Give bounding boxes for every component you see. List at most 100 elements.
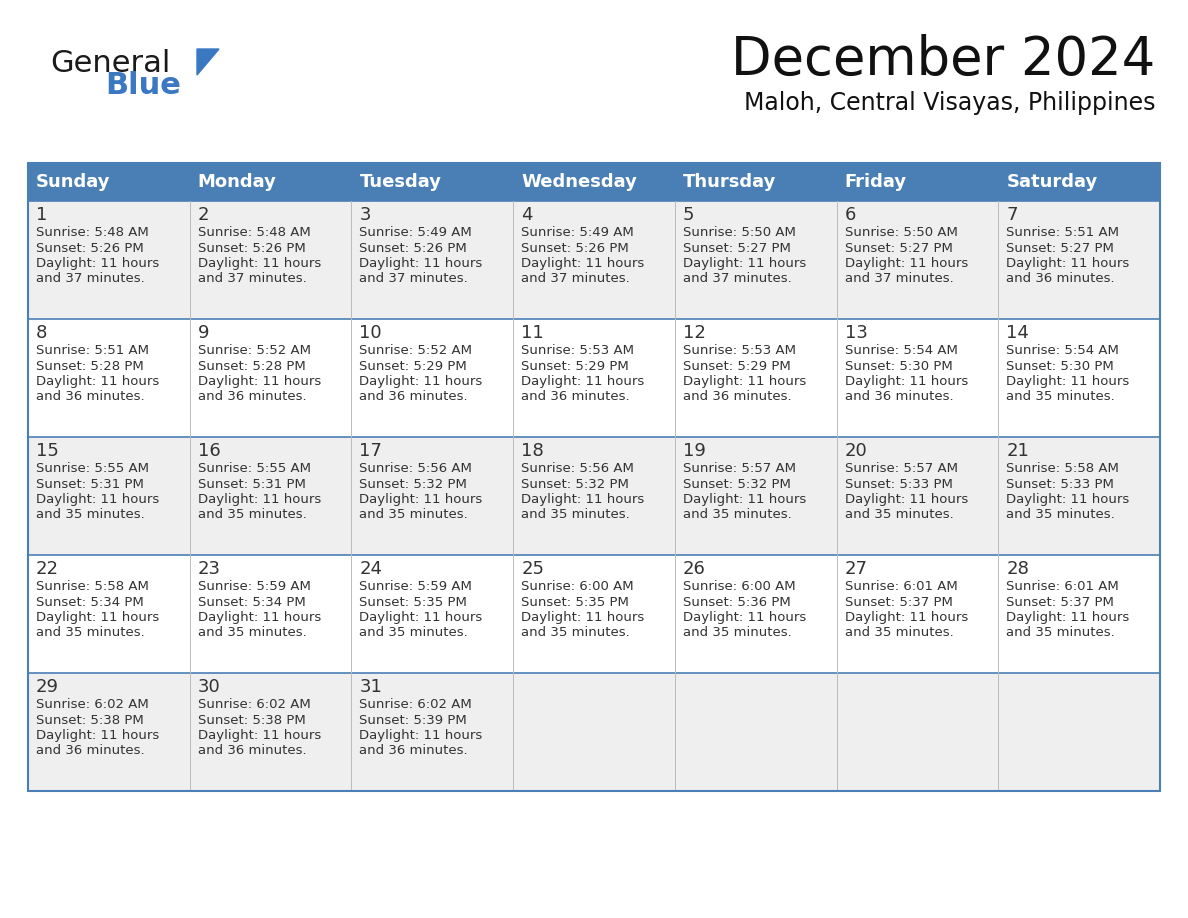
Text: Sunset: 5:38 PM: Sunset: 5:38 PM [36,713,144,726]
Text: Daylight: 11 hours: Daylight: 11 hours [197,610,321,623]
Text: Sunset: 5:26 PM: Sunset: 5:26 PM [197,241,305,254]
Text: 16: 16 [197,442,221,460]
Text: and 35 minutes.: and 35 minutes. [1006,508,1116,521]
Text: 24: 24 [360,560,383,578]
Text: Daylight: 11 hours: Daylight: 11 hours [522,610,644,623]
Text: Sunrise: 5:56 AM: Sunrise: 5:56 AM [522,463,634,476]
Text: and 35 minutes.: and 35 minutes. [197,625,307,639]
Text: Sunrise: 5:57 AM: Sunrise: 5:57 AM [845,463,958,476]
Text: 30: 30 [197,678,221,696]
Text: Sunset: 5:26 PM: Sunset: 5:26 PM [522,241,628,254]
Text: Daylight: 11 hours: Daylight: 11 hours [36,729,159,742]
Bar [29,163,1159,201]
Text: Sunset: 5:26 PM: Sunset: 5:26 PM [36,241,144,254]
Text: Sunset: 5:29 PM: Sunset: 5:29 PM [683,360,790,373]
Text: Blue: Blue [105,72,181,100]
Text: Sunset: 5:34 PM: Sunset: 5:34 PM [197,596,305,609]
Text: Friday: Friday [845,173,906,191]
Text: 7: 7 [1006,206,1018,224]
Text: Daylight: 11 hours: Daylight: 11 hours [360,492,482,506]
Text: 8: 8 [36,324,48,342]
Text: Sunrise: 6:02 AM: Sunrise: 6:02 AM [360,699,472,711]
Text: Sunrise: 5:51 AM: Sunrise: 5:51 AM [1006,227,1119,240]
Text: Sunrise: 5:59 AM: Sunrise: 5:59 AM [360,580,473,594]
Text: 20: 20 [845,442,867,460]
Text: Daylight: 11 hours: Daylight: 11 hours [1006,256,1130,270]
Text: and 35 minutes.: and 35 minutes. [683,625,791,639]
Text: 13: 13 [845,324,867,342]
Text: 15: 15 [36,442,59,460]
Text: and 36 minutes.: and 36 minutes. [36,389,145,402]
Text: Daylight: 11 hours: Daylight: 11 hours [845,375,968,387]
Text: and 35 minutes.: and 35 minutes. [360,625,468,639]
Text: and 36 minutes.: and 36 minutes. [197,389,307,402]
Text: Sunrise: 5:55 AM: Sunrise: 5:55 AM [197,463,311,476]
Text: Daylight: 11 hours: Daylight: 11 hours [360,375,482,387]
Text: and 35 minutes.: and 35 minutes. [522,625,630,639]
Text: Daylight: 11 hours: Daylight: 11 hours [1006,610,1130,623]
Text: 26: 26 [683,560,706,578]
Text: Sunset: 5:32 PM: Sunset: 5:32 PM [360,477,467,490]
Text: Sunset: 5:33 PM: Sunset: 5:33 PM [845,477,953,490]
Text: Sunset: 5:33 PM: Sunset: 5:33 PM [1006,477,1114,490]
Text: Daylight: 11 hours: Daylight: 11 hours [36,610,159,623]
Text: General: General [50,49,170,77]
Text: and 35 minutes.: and 35 minutes. [845,625,953,639]
Text: Daylight: 11 hours: Daylight: 11 hours [197,375,321,387]
Text: and 37 minutes.: and 37 minutes. [36,272,145,285]
Text: Daylight: 11 hours: Daylight: 11 hours [360,256,482,270]
Text: Monday: Monday [197,173,277,191]
Text: Sunrise: 5:53 AM: Sunrise: 5:53 AM [522,344,634,357]
Text: 10: 10 [360,324,383,342]
Text: Sunrise: 5:52 AM: Sunrise: 5:52 AM [197,344,311,357]
Text: and 37 minutes.: and 37 minutes. [197,272,307,285]
Text: Daylight: 11 hours: Daylight: 11 hours [845,610,968,623]
Text: Sunset: 5:26 PM: Sunset: 5:26 PM [360,241,467,254]
Text: 3: 3 [360,206,371,224]
Text: and 36 minutes.: and 36 minutes. [1006,272,1114,285]
Text: Sunset: 5:35 PM: Sunset: 5:35 PM [522,596,628,609]
Text: Sunrise: 5:54 AM: Sunrise: 5:54 AM [845,344,958,357]
Text: Sunset: 5:36 PM: Sunset: 5:36 PM [683,596,790,609]
Text: Sunrise: 5:50 AM: Sunrise: 5:50 AM [845,227,958,240]
Text: Sunrise: 5:58 AM: Sunrise: 5:58 AM [36,580,148,594]
Text: 25: 25 [522,560,544,578]
Text: 31: 31 [360,678,383,696]
Text: 18: 18 [522,442,544,460]
Text: Sunset: 5:30 PM: Sunset: 5:30 PM [845,360,953,373]
Text: Daylight: 11 hours: Daylight: 11 hours [197,256,321,270]
Text: December 2024: December 2024 [731,34,1155,86]
Text: Sunrise: 5:56 AM: Sunrise: 5:56 AM [360,463,473,476]
Text: and 36 minutes.: and 36 minutes. [197,744,307,756]
Text: Sunrise: 5:59 AM: Sunrise: 5:59 AM [197,580,310,594]
Text: Daylight: 11 hours: Daylight: 11 hours [360,729,482,742]
Text: Sunrise: 6:01 AM: Sunrise: 6:01 AM [1006,580,1119,594]
Text: and 36 minutes.: and 36 minutes. [36,744,145,756]
Text: Sunrise: 6:00 AM: Sunrise: 6:00 AM [522,580,633,594]
Text: and 36 minutes.: and 36 minutes. [522,389,630,402]
Text: Sunset: 5:31 PM: Sunset: 5:31 PM [36,477,144,490]
Text: 2: 2 [197,206,209,224]
Text: 27: 27 [845,560,867,578]
Bar [29,319,1159,437]
Text: Sunset: 5:27 PM: Sunset: 5:27 PM [1006,241,1114,254]
Text: Daylight: 11 hours: Daylight: 11 hours [683,610,807,623]
Text: Sunset: 5:35 PM: Sunset: 5:35 PM [360,596,467,609]
Text: Daylight: 11 hours: Daylight: 11 hours [36,492,159,506]
Text: Daylight: 11 hours: Daylight: 11 hours [845,492,968,506]
Text: Sunrise: 6:01 AM: Sunrise: 6:01 AM [845,580,958,594]
Bar [29,437,1159,555]
Text: Daylight: 11 hours: Daylight: 11 hours [683,256,807,270]
Text: Sunrise: 6:02 AM: Sunrise: 6:02 AM [36,699,148,711]
Text: Sunrise: 5:48 AM: Sunrise: 5:48 AM [36,227,148,240]
Text: 1: 1 [36,206,48,224]
Text: Daylight: 11 hours: Daylight: 11 hours [1006,492,1130,506]
Text: Sunrise: 5:54 AM: Sunrise: 5:54 AM [1006,344,1119,357]
Text: and 35 minutes.: and 35 minutes. [36,625,145,639]
Bar [29,673,1159,791]
Text: Sunrise: 5:49 AM: Sunrise: 5:49 AM [522,227,634,240]
Text: 4: 4 [522,206,532,224]
Text: Sunset: 5:39 PM: Sunset: 5:39 PM [360,713,467,726]
Text: Sunrise: 5:48 AM: Sunrise: 5:48 AM [197,227,310,240]
Bar [29,163,1159,791]
